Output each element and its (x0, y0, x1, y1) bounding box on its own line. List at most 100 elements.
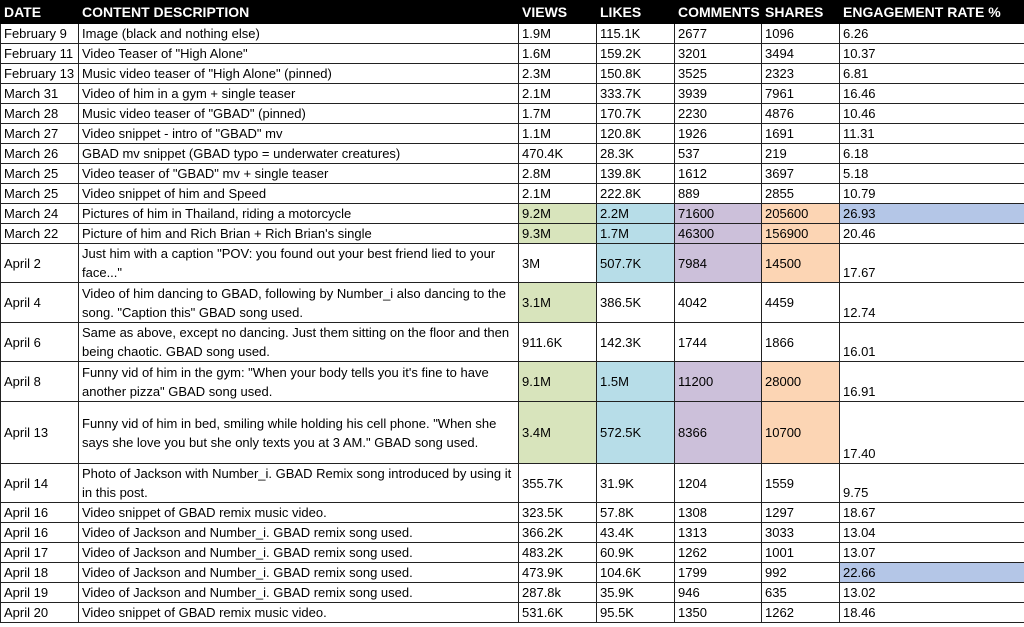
description-cell: GBAD mv snippet (GBAD typo = underwater … (78, 143, 519, 164)
description-cell: Video of Jackson and Number_i. GBAD remi… (78, 582, 519, 603)
shares-cell: 7961 (761, 83, 840, 104)
comments-cell: 3525 (674, 63, 762, 84)
shares-cell: 14500 (761, 243, 840, 283)
description-cell: Picture of him and Rich Brian + Rich Bri… (78, 223, 519, 244)
table-row: March 24 Pictures of him in Thailand, rid… (0, 203, 1024, 224)
table-row: February 11 Video Teaser of "High Alone" 1… (0, 43, 1024, 64)
likes-cell: 2.2M (596, 203, 675, 224)
column-header: CONTENT DESCRIPTION (78, 0, 519, 24)
date-cell: April 20 (0, 602, 79, 623)
shares-cell: 1866 (761, 322, 840, 362)
shares-cell: 1559 (761, 463, 840, 503)
description-cell: Pictures of him in Thailand, riding a mo… (78, 203, 519, 224)
date-cell: April 18 (0, 562, 79, 583)
comments-cell: 537 (674, 143, 762, 164)
views-cell: 287.8k (518, 582, 597, 603)
comments-cell: 4042 (674, 282, 762, 323)
likes-cell: 139.8K (596, 163, 675, 184)
engagement-cell: 10.37 (839, 43, 1024, 64)
table-row: April 19 Video of Jackson and Number_i. G… (0, 582, 1024, 603)
description-cell: Music video teaser of "High Alone" (pinn… (78, 63, 519, 84)
engagement-cell: 22.66 (839, 562, 1024, 583)
shares-cell: 1001 (761, 542, 840, 563)
date-cell: February 11 (0, 43, 79, 64)
comments-cell: 1744 (674, 322, 762, 362)
table-row: April 13 Funny vid of him in bed, smiling… (0, 401, 1024, 464)
description-cell: Video snippet - intro of "GBAD" mv (78, 123, 519, 144)
engagement-cell: 12.74 (839, 282, 1024, 323)
date-cell: March 26 (0, 143, 79, 164)
table-row: February 13 Music video teaser of "High A… (0, 63, 1024, 84)
views-cell: 9.3M (518, 223, 597, 244)
engagement-cell: 18.46 (839, 602, 1024, 623)
engagement-cell: 10.79 (839, 183, 1024, 204)
comments-cell: 71600 (674, 203, 762, 224)
description-cell: Just him with a caption "POV: you found … (78, 243, 519, 283)
date-cell: April 2 (0, 243, 79, 283)
engagement-cell: 20.46 (839, 223, 1024, 244)
description-cell: Video teaser of "GBAD" mv + single tease… (78, 163, 519, 184)
likes-cell: 333.7K (596, 83, 675, 104)
views-cell: 1.7M (518, 103, 597, 124)
shares-cell: 3494 (761, 43, 840, 64)
column-header: LIKES (596, 0, 675, 24)
description-cell: Video Teaser of "High Alone" (78, 43, 519, 64)
views-cell: 9.2M (518, 203, 597, 224)
views-cell: 1.9M (518, 23, 597, 44)
shares-cell: 992 (761, 562, 840, 583)
date-cell: February 13 (0, 63, 79, 84)
engagement-cell: 11.31 (839, 123, 1024, 144)
table-row: February 9 Image (black and nothing else)… (0, 23, 1024, 44)
shares-cell: 1262 (761, 602, 840, 623)
table-row: April 17 Video of Jackson and Number_i. G… (0, 542, 1024, 563)
description-cell: Funny vid of him in the gym: "When your … (78, 361, 519, 402)
description-cell: Video of him dancing to GBAD, following … (78, 282, 519, 323)
table-row: April 16 Video snippet of GBAD remix musi… (0, 502, 1024, 523)
comments-cell: 11200 (674, 361, 762, 402)
shares-cell: 3697 (761, 163, 840, 184)
likes-cell: 386.5K (596, 282, 675, 323)
likes-cell: 222.8K (596, 183, 675, 204)
date-cell: March 28 (0, 103, 79, 124)
likes-cell: 1.5M (596, 361, 675, 402)
date-cell: April 4 (0, 282, 79, 323)
engagement-cell: 26.93 (839, 203, 1024, 224)
date-cell: April 6 (0, 322, 79, 362)
date-cell: February 9 (0, 23, 79, 44)
engagement-cell: 5.18 (839, 163, 1024, 184)
table-row: April 14 Photo of Jackson with Number_i. … (0, 463, 1024, 503)
views-cell: 323.5K (518, 502, 597, 523)
shares-cell: 2323 (761, 63, 840, 84)
table-row: April 16 Video of Jackson and Number_i. G… (0, 522, 1024, 543)
shares-cell: 1096 (761, 23, 840, 44)
views-cell: 470.4K (518, 143, 597, 164)
likes-cell: 120.8K (596, 123, 675, 144)
table-row: March 25 Video teaser of "GBAD" mv + sing… (0, 163, 1024, 184)
engagement-cell: 16.46 (839, 83, 1024, 104)
comments-cell: 3201 (674, 43, 762, 64)
column-header: SHARES (761, 0, 840, 24)
description-cell: Video snippet of him and Speed (78, 183, 519, 204)
comments-cell: 1308 (674, 502, 762, 523)
date-cell: April 14 (0, 463, 79, 503)
views-cell: 3M (518, 243, 597, 283)
engagement-cell: 13.02 (839, 582, 1024, 603)
table-row: April 2 Just him with a caption "POV: you… (0, 243, 1024, 283)
description-cell: Photo of Jackson with Number_i. GBAD Rem… (78, 463, 519, 503)
date-cell: March 25 (0, 183, 79, 204)
date-cell: April 16 (0, 502, 79, 523)
shares-cell: 3033 (761, 522, 840, 543)
table-row: March 27 Video snippet - intro of "GBAD" … (0, 123, 1024, 144)
description-cell: Image (black and nothing else) (78, 23, 519, 44)
views-cell: 2.3M (518, 63, 597, 84)
engagement-cell: 6.26 (839, 23, 1024, 44)
description-cell: Video of Jackson and Number_i. GBAD remi… (78, 562, 519, 583)
date-cell: March 27 (0, 123, 79, 144)
table-row: March 31 Video of him in a gym + single t… (0, 83, 1024, 104)
views-cell: 473.9K (518, 562, 597, 583)
likes-cell: 57.8K (596, 502, 675, 523)
description-cell: Same as above, except no dancing. Just t… (78, 322, 519, 362)
table-row: April 20 Video snippet of GBAD remix musi… (0, 602, 1024, 623)
views-cell: 3.1M (518, 282, 597, 323)
